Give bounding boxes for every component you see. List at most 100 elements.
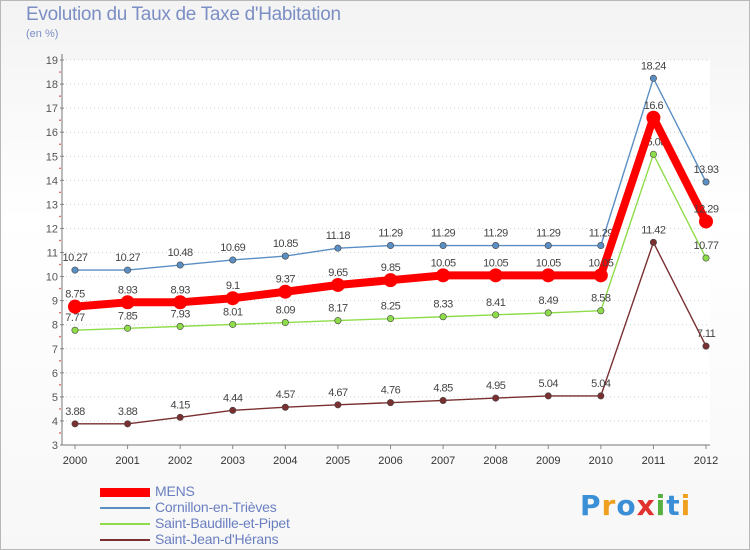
data-point [334, 244, 342, 252]
data-label: 16.6 [644, 100, 664, 112]
data-point [330, 277, 345, 292]
data-point [176, 413, 184, 421]
data-label: 4.85 [433, 382, 453, 394]
data-point [702, 254, 710, 262]
data-point [278, 284, 293, 299]
data-point [492, 311, 500, 319]
data-label: 8.01 [223, 306, 243, 318]
data-label: 10.69 [220, 242, 245, 254]
data-label: 10.48 [168, 247, 193, 259]
y-minor-tick [59, 191, 61, 194]
legend-label: MENS [155, 483, 195, 499]
y-tick-label: 19 [46, 55, 58, 67]
x-tick-label: 2001 [115, 455, 139, 467]
y-tick-label: 3 [52, 440, 58, 452]
data-point [488, 268, 503, 283]
data-label: 8.58 [591, 293, 611, 305]
data-label: 10.27 [62, 252, 87, 264]
logo-letter: P [580, 489, 602, 522]
data-point [229, 256, 237, 264]
data-point [439, 396, 447, 404]
data-label: 7.85 [118, 310, 138, 322]
y-minor-tick [59, 263, 61, 266]
data-label: 4.15 [170, 399, 190, 411]
legend-label: Saint-Baudille-et-Pipet [155, 515, 290, 531]
logo-letter: i [680, 489, 692, 522]
proxiti-logo: Proxiti [580, 489, 691, 522]
data-point [597, 307, 605, 315]
data-label: 9.65 [328, 267, 348, 279]
data-point [386, 399, 394, 407]
y-tick-label: 14 [46, 175, 58, 187]
data-point [281, 403, 289, 411]
data-label: 9.1 [226, 280, 240, 292]
data-point [334, 401, 342, 409]
data-point [281, 252, 289, 260]
y-minor-tick [59, 335, 61, 338]
data-label: 4.95 [486, 380, 506, 392]
x-tick-label: 2000 [63, 455, 87, 467]
data-label: 7.11 [697, 328, 716, 340]
x-tick-label: 2003 [221, 455, 245, 467]
y-tick-label: 5 [52, 392, 58, 404]
data-point [699, 214, 713, 229]
data-point [383, 273, 398, 288]
y-tick-label: 11 [47, 248, 58, 260]
data-point [492, 394, 500, 402]
y-minor-tick [59, 287, 61, 290]
data-label: 11.18 [326, 230, 351, 242]
x-tick-label: 2009 [536, 455, 560, 467]
data-label: 10.05 [536, 257, 561, 269]
data-point [492, 242, 500, 250]
y-tick-label: 8 [52, 320, 58, 332]
data-label: 5.04 [539, 378, 559, 390]
data-point [71, 266, 79, 274]
x-tick-label: 2012 [694, 455, 718, 467]
data-label: 11.29 [431, 228, 456, 240]
data-point [541, 268, 556, 283]
data-point [646, 110, 661, 125]
legend-label: Cornillon-en-Trièves [155, 499, 277, 515]
data-label: 4.57 [276, 389, 296, 401]
y-tick-label: 18 [46, 79, 58, 91]
y-minor-tick [59, 143, 61, 146]
data-point [386, 242, 394, 250]
y-tick-label: 7 [52, 344, 58, 356]
data-label: 3.88 [65, 406, 85, 418]
data-label: 13.93 [693, 164, 718, 176]
data-point [281, 319, 289, 327]
data-point [386, 315, 394, 323]
legend-swatch [100, 487, 150, 497]
data-point [176, 322, 184, 330]
x-tick-label: 2006 [378, 455, 402, 467]
data-point [71, 326, 79, 334]
logo-letter: r [601, 489, 617, 522]
y-minor-tick [59, 167, 61, 170]
data-point [124, 266, 132, 274]
y-tick-label: 16 [46, 127, 58, 139]
data-label: 8.75 [65, 289, 85, 301]
y-tick-label: 13 [46, 199, 58, 211]
y-tick-label: 10 [46, 272, 58, 284]
y-minor-tick [59, 384, 61, 386]
x-tick-label: 2010 [589, 455, 613, 467]
data-point [544, 392, 552, 400]
logo-letter: o [616, 489, 637, 522]
data-label: 10.05 [588, 257, 613, 269]
data-label: 8.17 [328, 303, 348, 315]
series-cornillon-en-trieves: 10.27 10.27 10.48 10.69 10.85 11.18 11.29 11.29… [62, 60, 719, 274]
y-tick-label: 4 [52, 416, 58, 428]
data-label: 10.27 [115, 252, 140, 264]
series-saint-jean-d-herans: 3.88 3.88 4.15 4.44 4.57 4.67 4.76 4.85 4.95 5.04… [65, 224, 716, 428]
data-label: 9.85 [381, 262, 401, 274]
data-label: 10.05 [431, 257, 456, 269]
data-point [593, 268, 608, 283]
data-label: 7.93 [170, 308, 190, 320]
series-mens: 8.75 8.93 8.93 9.1 9.37 9.65 9.85 10.05 10.05 10.… [65, 100, 719, 314]
y-minor-tick [59, 71, 61, 73]
y-tick-label: 6 [52, 368, 58, 380]
data-point [229, 320, 237, 328]
data-point [120, 295, 135, 310]
data-point [124, 420, 132, 428]
